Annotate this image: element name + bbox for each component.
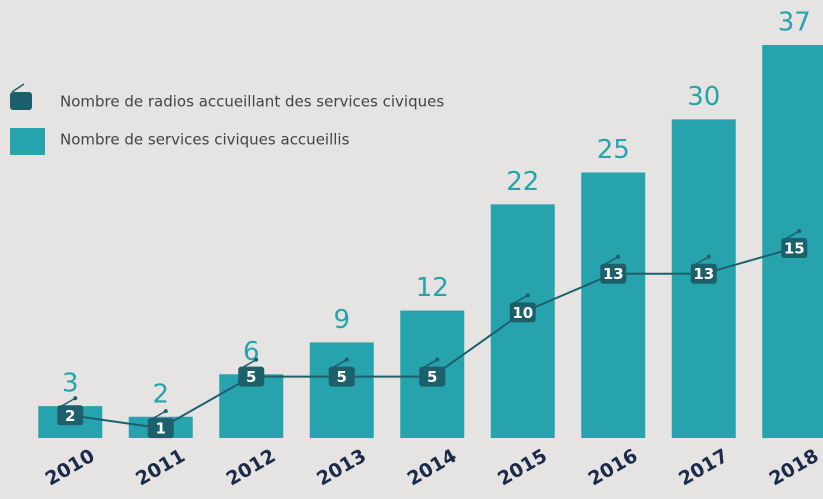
- line-value-label: 5: [427, 368, 437, 386]
- x-tick-label: 2016: [585, 445, 642, 490]
- marker-antenna: [513, 294, 529, 304]
- marker-antenna-tip: [706, 254, 711, 259]
- marker-antenna-tip: [344, 357, 349, 362]
- marker-antenna: [241, 359, 257, 369]
- line-value-label: 13: [693, 265, 714, 283]
- x-tick-label: 2014: [404, 445, 461, 490]
- legend-label: Nombre de radios accueillant des service…: [60, 93, 444, 111]
- marker-antenna: [151, 410, 167, 420]
- bar-value-label: 12: [416, 273, 449, 303]
- bar-value-label: 37: [778, 8, 811, 38]
- marker-antenna-tip: [73, 396, 78, 401]
- marker-antenna: [332, 359, 348, 369]
- line-marker: [509, 302, 536, 323]
- x-tick-label: 2013: [313, 445, 370, 490]
- line-marker: [238, 366, 265, 387]
- marker-antenna: [422, 359, 438, 369]
- marker-antenna-tip: [435, 357, 440, 362]
- line-marker: [600, 263, 627, 284]
- marker-antenna-tip: [254, 357, 259, 362]
- bar-value-label: 25: [597, 135, 630, 165]
- line-marker: [57, 405, 84, 426]
- bar: [309, 342, 374, 438]
- marker-antenna-tip: [797, 229, 802, 233]
- line-marker: [419, 366, 446, 387]
- marker-antenna-tip: [163, 409, 168, 414]
- legend-line-icon: [10, 92, 32, 110]
- x-tick-label: 2012: [223, 445, 280, 490]
- line-value-label: 1: [156, 420, 166, 438]
- bar-value-label: 3: [62, 369, 79, 399]
- x-tick-label: 2015: [494, 445, 551, 490]
- line-value-label: 2: [65, 407, 75, 425]
- line-marker: [781, 238, 808, 258]
- marker-antenna-tip: [616, 254, 621, 259]
- bar-value-label: 9: [333, 305, 350, 335]
- line-marker: [690, 263, 717, 284]
- marker-antenna: [784, 230, 800, 240]
- line-value-label: 15: [784, 240, 805, 258]
- x-tick-label: 2011: [132, 445, 189, 490]
- x-tick-label: 2017: [675, 445, 732, 490]
- line-marker: [328, 366, 355, 387]
- marker-antenna: [60, 397, 76, 407]
- line-value-label: 13: [603, 265, 624, 283]
- line-value-label: 5: [337, 368, 347, 386]
- legend-bar-icon: [10, 128, 45, 155]
- marker-antenna: [694, 256, 710, 266]
- marker-antenna: [603, 256, 619, 266]
- bar-value-label: 30: [687, 82, 720, 112]
- line-marker: [147, 418, 174, 439]
- marker-antenna-tip: [525, 293, 530, 298]
- line-value-label: 5: [246, 368, 256, 386]
- bar: [581, 172, 646, 438]
- bar-value-label: 2: [152, 379, 169, 409]
- line-value-label: 10: [512, 304, 533, 322]
- bar-value-label: 22: [506, 167, 539, 197]
- legend-label: Nombre de services civiques accueillis: [60, 131, 350, 149]
- x-tick-label: 2010: [42, 445, 99, 490]
- x-tick-label: 2018: [766, 445, 823, 490]
- legend-antenna: [11, 83, 25, 93]
